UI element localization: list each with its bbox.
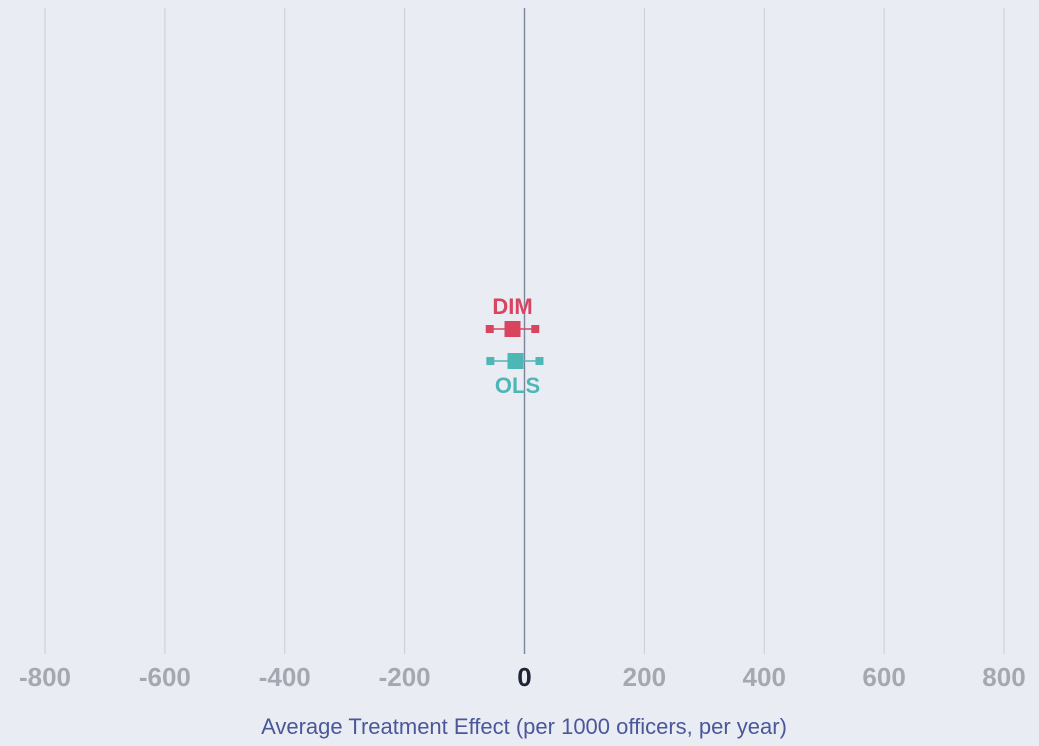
x-tick-labels: -800 -600 -400 -200 0 200 400 600 800 [19, 662, 1026, 692]
grid-lines [44, 8, 1005, 654]
x-tick-label: -400 [259, 662, 311, 692]
ci-endpoint [485, 325, 494, 333]
series-ols: OLS [486, 353, 544, 398]
ci-endpoint [486, 357, 495, 365]
x-tick-label: 0 [517, 662, 531, 692]
estimate-marks: DIM OLS [485, 294, 544, 398]
point-estimate [507, 353, 524, 369]
point-estimate [504, 321, 521, 337]
series-label: DIM [492, 294, 532, 319]
x-tick-label: 400 [743, 662, 786, 692]
series-dim: DIM [485, 294, 540, 337]
ci-endpoint [535, 357, 544, 365]
x-axis-title: Average Treatment Effect (per 1000 offic… [261, 714, 787, 739]
x-tick-label: -200 [379, 662, 431, 692]
x-tick-label: 800 [982, 662, 1025, 692]
x-tick-label: 200 [623, 662, 666, 692]
ci-endpoint [531, 325, 540, 333]
x-tick-label: -600 [139, 662, 191, 692]
x-tick-label: 600 [862, 662, 905, 692]
series-label: OLS [495, 373, 540, 398]
x-tick-label: -800 [19, 662, 71, 692]
